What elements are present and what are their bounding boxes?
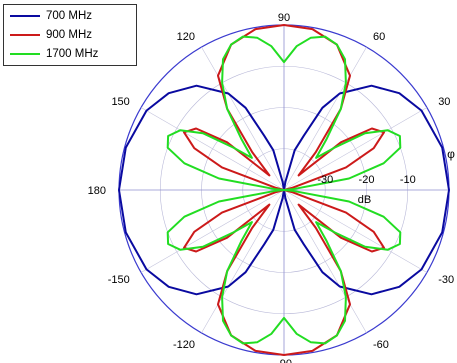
legend-label: 1700 MHz [46,48,99,60]
angle-tick-label: 30 [438,96,450,108]
angle-tick-label: -150 [108,274,130,286]
legend-swatch [10,53,40,55]
polar-grid-spoke [201,46,285,191]
angle-tick-label: -60 [373,339,389,351]
angle-tick-label: 90 [278,12,290,24]
angle-tick-label: 150 [111,96,129,108]
legend-item-700: 700 MHz [10,8,92,24]
angle-tick-label: -120 [173,339,195,351]
angle-axis-symbol: φ [447,147,455,161]
legend-swatch [10,15,40,17]
axis-labels: 9012060150301800-150-30-120-60-90φ-30-20… [88,12,455,363]
angle-tick-label: 180 [88,185,106,197]
legend-label: 900 MHz [46,29,93,41]
radial-tick-label: -20 [359,174,375,186]
radial-unit-label: dB [358,194,371,206]
legend-swatch [10,34,40,36]
polar-grid-spoke [140,189,285,273]
polar-grid-spoke [283,46,367,191]
legend-item-1700: 1700 MHz [10,46,98,62]
polar-grid-spoke [283,189,367,334]
radial-tick-label: -10 [400,174,416,186]
angle-tick-label: 120 [177,31,195,43]
angle-tick-label: -30 [438,274,454,286]
series-line [166,35,402,345]
angle-tick-label: 60 [373,31,385,43]
polar-grid-spoke [140,107,285,191]
legend-item-900: 900 MHz [10,27,92,43]
series-line [118,84,450,296]
polar-grid-spoke [283,107,428,191]
series-layer [118,24,450,356]
polar-grid-spoke [201,189,285,334]
polar-grid-spoke [283,189,428,273]
angle-tick-label: -90 [276,358,292,363]
radial-tick-label: -30 [317,174,333,186]
legend-label: 700 MHz [46,10,93,22]
legend: 700 MHz 900 MHz 1700 MHz [3,4,137,66]
